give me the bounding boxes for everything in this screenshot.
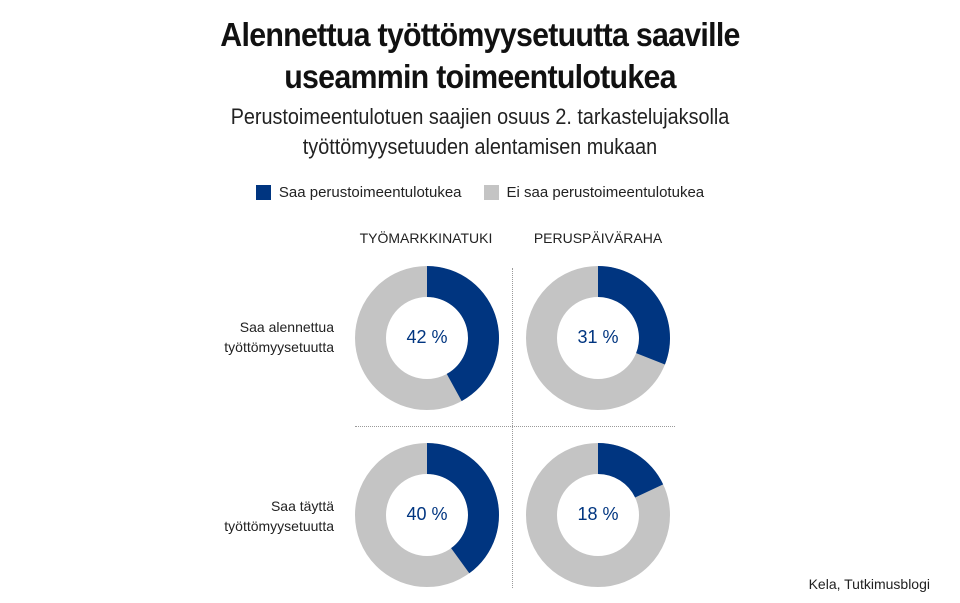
legend-item-not-receives: Ei saa perustoimeentulotukea xyxy=(483,184,705,201)
donut-value-label: 18 % xyxy=(577,504,619,524)
row-label-reduced-line-2: työttömyysetuutta xyxy=(224,339,334,355)
source-credit: Kela, Tutkimusblogi xyxy=(808,576,930,592)
column-header-peruspaivaraha: PERUSPÄIVÄRAHA xyxy=(533,230,663,246)
donut-value-label: 40 % xyxy=(406,504,448,524)
donut-slice-receives xyxy=(427,266,500,402)
chart-subtitle: Perustoimeentulotuen saajien osuus 2. ta… xyxy=(48,102,912,162)
column-header-tyomarkkinatuki: TYÖMARKKINATUKI xyxy=(359,230,493,246)
chart-title: Alennettua työttömyysetuutta saaville us… xyxy=(38,14,921,98)
donut-chart xyxy=(355,443,499,587)
donut-chart xyxy=(526,443,670,587)
row-label-full: Saa täyttä työttömyysetuutta xyxy=(134,496,334,536)
legend: Saa perustoimeentulotukea Ei saa perusto… xyxy=(0,184,960,201)
donut-chart xyxy=(526,266,670,410)
legend-swatch-not-receives xyxy=(483,185,499,200)
legend-swatch-receives xyxy=(255,185,271,200)
chart-subtitle-line-1: Perustoimeentulotuen saajien osuus 2. ta… xyxy=(230,104,730,129)
row-separator xyxy=(355,426,675,427)
chart-title-line-1: Alennettua työttömyysetuutta saaville xyxy=(220,16,740,53)
legend-label-not-receives: Ei saa perustoimeentulotukea xyxy=(506,184,705,201)
donut-chart xyxy=(355,266,500,410)
row-label-reduced: Saa alennettua työttömyysetuutta xyxy=(134,317,334,357)
legend-item-receives: Saa perustoimeentulotukea xyxy=(255,184,462,201)
donut-slice-receives xyxy=(598,443,664,498)
row-label-reduced-line-1: Saa alennettua xyxy=(239,319,334,335)
donut-value-label: 31 % xyxy=(577,327,619,347)
chart-title-line-2: useammin toimeentulotukea xyxy=(284,58,676,95)
chart-subtitle-line-2: työttömyysetuuden alentamisen mukaan xyxy=(302,134,658,159)
row-label-full-line-2: työttömyysetuutta xyxy=(224,518,334,534)
donut-value-label: 42 % xyxy=(406,327,448,347)
donut-slice-receives xyxy=(598,266,670,365)
column-separator xyxy=(512,268,513,588)
legend-label-receives: Saa perustoimeentulotukea xyxy=(278,184,462,201)
donut-slice-receives xyxy=(427,443,499,574)
row-label-full-line-1: Saa täyttä xyxy=(270,498,334,514)
